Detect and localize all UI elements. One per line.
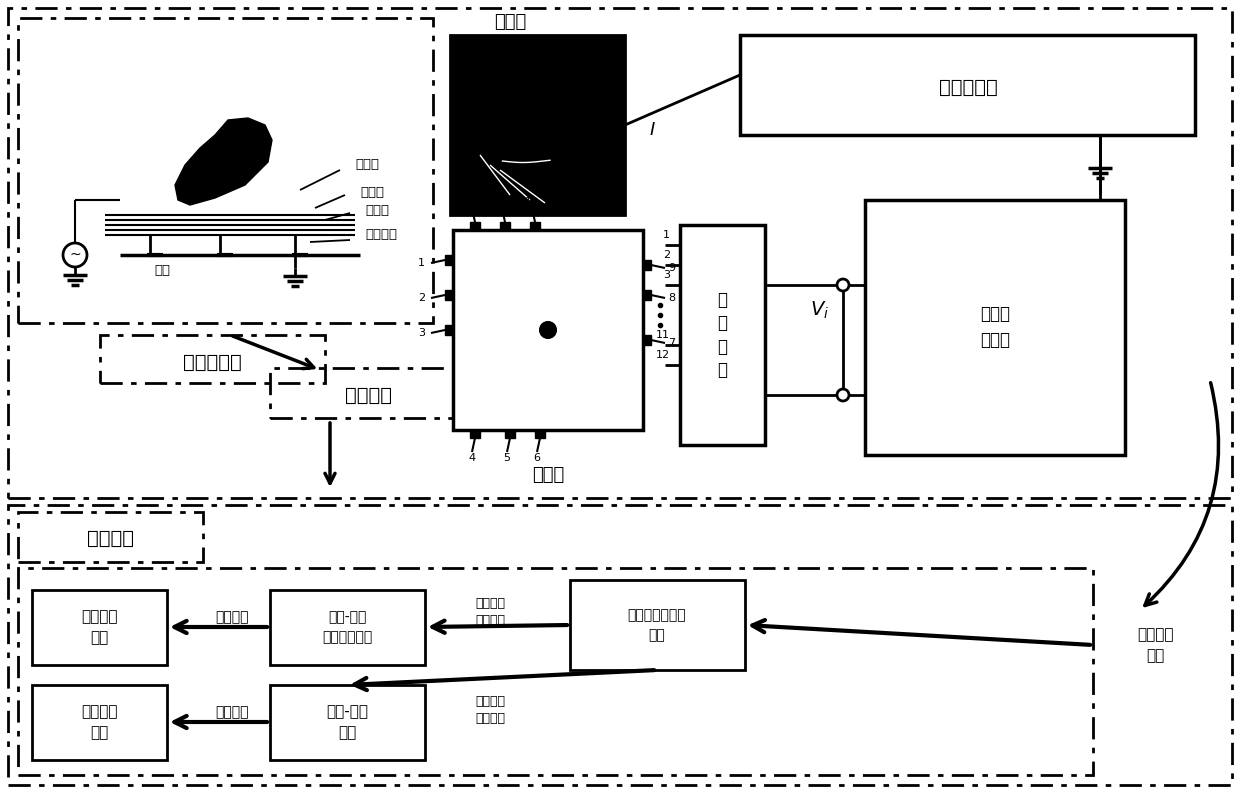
Bar xyxy=(270,590,425,665)
Bar xyxy=(19,18,433,323)
Text: 成像结果: 成像结果 xyxy=(216,610,249,624)
Bar xyxy=(644,335,651,345)
Text: 传感器制备: 传感器制备 xyxy=(182,352,242,371)
Text: 多频电压
信号: 多频电压 信号 xyxy=(1137,627,1173,663)
Bar xyxy=(450,35,625,215)
Bar xyxy=(470,430,480,438)
Text: 1: 1 xyxy=(663,230,670,240)
Text: 3: 3 xyxy=(663,270,670,280)
Circle shape xyxy=(539,322,556,338)
Text: 4: 4 xyxy=(469,453,476,463)
Text: 5: 5 xyxy=(503,453,511,463)
Text: 11: 11 xyxy=(656,330,670,340)
Text: 电流激励源: 电流激励源 xyxy=(939,77,997,96)
Bar xyxy=(680,225,765,445)
Text: 绝缘层: 绝缘层 xyxy=(360,185,384,199)
Circle shape xyxy=(837,279,849,291)
Bar xyxy=(500,222,510,230)
Bar xyxy=(100,335,325,383)
Bar xyxy=(570,580,745,670)
Bar xyxy=(7,8,1233,498)
Text: 10: 10 xyxy=(525,197,539,207)
Text: 压力位置
信息: 压力位置 信息 xyxy=(81,609,118,645)
Text: 拟合结果: 拟合结果 xyxy=(216,705,249,719)
Text: 探测层: 探测层 xyxy=(532,466,564,484)
Text: 测量电极: 测量电极 xyxy=(365,228,397,242)
Text: 8: 8 xyxy=(668,293,675,303)
Text: ~: ~ xyxy=(69,248,81,262)
Text: 电压-压力
拟合: 电压-压力 拟合 xyxy=(326,704,368,740)
Text: 多频信号的压力
解耦: 多频信号的压力 解耦 xyxy=(627,608,686,642)
Text: 压力大小
信息: 压力大小 信息 xyxy=(81,704,118,740)
Circle shape xyxy=(63,243,87,267)
Bar xyxy=(270,685,425,760)
Bar xyxy=(445,255,453,265)
Text: 通
道
选
择: 通 道 选 择 xyxy=(717,291,727,379)
Bar xyxy=(445,325,453,335)
Text: 2: 2 xyxy=(418,293,425,303)
Bar xyxy=(470,222,480,230)
FancyArrowPatch shape xyxy=(1145,382,1219,606)
Bar xyxy=(644,260,651,270)
Polygon shape xyxy=(175,118,272,205)
Text: 电极: 电极 xyxy=(154,263,170,277)
Text: 12: 12 xyxy=(465,197,479,207)
Text: 激励层: 激励层 xyxy=(355,158,379,172)
Text: 7: 7 xyxy=(668,338,675,348)
Bar xyxy=(534,430,546,438)
Text: 9: 9 xyxy=(668,263,675,273)
Text: 2: 2 xyxy=(663,250,670,260)
Text: 11: 11 xyxy=(495,197,508,207)
Bar xyxy=(7,505,1233,785)
Bar xyxy=(529,222,539,230)
Text: 12: 12 xyxy=(656,350,670,360)
Bar xyxy=(644,290,651,300)
Text: 电压-电势
映射矩阵成像: 电压-电势 映射矩阵成像 xyxy=(322,611,372,644)
Text: 3: 3 xyxy=(418,328,425,338)
Text: $V_i$: $V_i$ xyxy=(811,300,830,320)
Bar xyxy=(866,200,1125,455)
Bar xyxy=(270,368,465,418)
Bar xyxy=(740,35,1195,135)
Bar xyxy=(32,590,167,665)
Text: 探测层: 探测层 xyxy=(365,204,389,216)
Text: $I$: $I$ xyxy=(649,121,656,139)
Text: 电阻相对
变化信息: 电阻相对 变化信息 xyxy=(475,695,505,725)
Text: 电容相对
变化信息: 电容相对 变化信息 xyxy=(475,597,505,627)
Circle shape xyxy=(837,389,849,401)
Bar xyxy=(19,568,1092,775)
Bar xyxy=(445,290,453,300)
Bar xyxy=(453,230,644,430)
Bar xyxy=(505,430,515,438)
Text: 信号采集: 信号采集 xyxy=(345,386,392,405)
Bar xyxy=(32,685,167,760)
Bar xyxy=(19,512,203,562)
Text: 数据处理: 数据处理 xyxy=(87,529,134,548)
Text: 激励层: 激励层 xyxy=(494,13,526,31)
Text: 电压信
号测试: 电压信 号测试 xyxy=(980,304,1011,349)
Text: 6: 6 xyxy=(533,453,541,463)
Text: 1: 1 xyxy=(418,258,425,268)
